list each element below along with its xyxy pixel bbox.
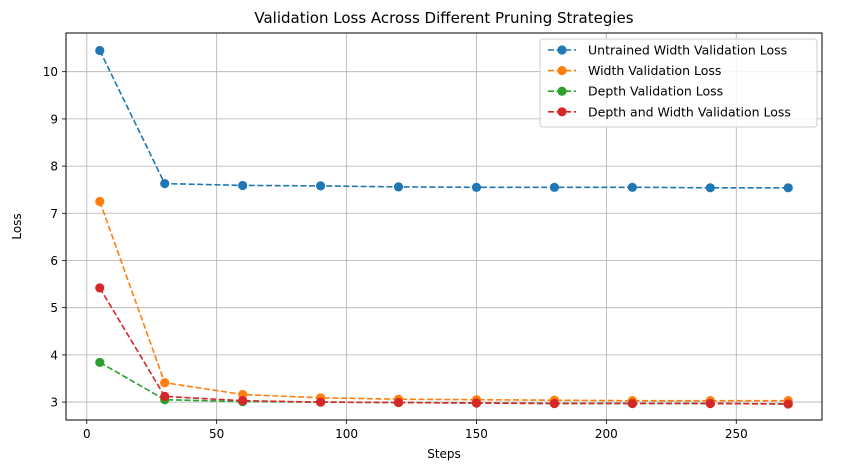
data-point <box>627 398 637 409</box>
legend-label: Width Validation Loss <box>588 63 721 78</box>
data-point <box>783 183 793 193</box>
data-point <box>783 399 793 409</box>
y-tick-label: 5 <box>50 301 58 315</box>
data-point <box>95 283 105 293</box>
y-tick-label: 10 <box>43 65 58 79</box>
data-point <box>160 178 170 189</box>
series-layer <box>95 45 793 409</box>
x-axis-label: Steps <box>427 447 461 461</box>
data-point <box>238 180 248 191</box>
legend-marker <box>557 86 567 96</box>
data-point <box>238 396 248 406</box>
x-tick-label: 250 <box>725 427 748 441</box>
data-point <box>160 378 170 388</box>
legend-marker <box>557 45 567 55</box>
y-tick-label: 7 <box>50 207 58 221</box>
data-point <box>471 398 482 408</box>
x-tick-label: 0 <box>83 427 91 441</box>
series-line <box>99 201 789 402</box>
series-2 <box>95 196 793 406</box>
y-tick-label: 4 <box>50 348 58 362</box>
y-tick-label: 9 <box>50 112 58 126</box>
data-point <box>705 398 715 409</box>
y-tick-label: 3 <box>50 396 58 410</box>
legend-marker <box>557 107 567 117</box>
legend-item: Depth Validation Loss <box>548 84 723 99</box>
legend-item: Depth and Width Validation Loss <box>548 104 791 119</box>
data-point <box>315 397 326 407</box>
legend: Untrained Width Validation Loss Width Val… <box>539 38 818 128</box>
data-point <box>705 183 715 193</box>
y-tick-label: 8 <box>50 160 58 174</box>
data-point <box>95 357 105 368</box>
chart-title: Validation Loss Across Different Pruning… <box>254 9 633 27</box>
x-tick-label: 50 <box>209 427 224 441</box>
axis-ticks: 0 50 100 150 200 250 3 4 5 6 7 8 9 10 <box>43 65 748 441</box>
legend-marker <box>557 66 567 76</box>
data-point <box>471 182 482 192</box>
y-axis-label: Loss <box>10 213 24 239</box>
legend-label: Untrained Width Validation Loss <box>588 43 787 58</box>
series-4 <box>95 283 793 409</box>
data-point <box>393 182 404 192</box>
data-point <box>627 182 637 192</box>
series-line <box>99 50 789 189</box>
y-tick-label: 6 <box>50 254 58 268</box>
legend-label: Depth and Width Validation Loss <box>588 104 791 119</box>
data-point <box>95 196 105 207</box>
legend-item: Untrained Width Validation Loss <box>548 43 787 58</box>
x-tick-label: 200 <box>595 427 618 441</box>
data-point <box>95 45 105 56</box>
data-point <box>315 181 326 191</box>
plot-frame <box>65 32 823 421</box>
legend-label: Depth Validation Loss <box>588 84 723 99</box>
x-tick-label: 150 <box>465 427 488 441</box>
data-point <box>549 182 560 192</box>
data-point <box>160 391 170 402</box>
x-tick-label: 100 <box>335 427 358 441</box>
series-1 <box>95 45 793 193</box>
data-point <box>549 398 560 409</box>
series-line <box>99 287 789 405</box>
legend-item: Width Validation Loss <box>548 63 721 78</box>
data-point <box>393 397 404 408</box>
legend-box <box>539 38 818 128</box>
